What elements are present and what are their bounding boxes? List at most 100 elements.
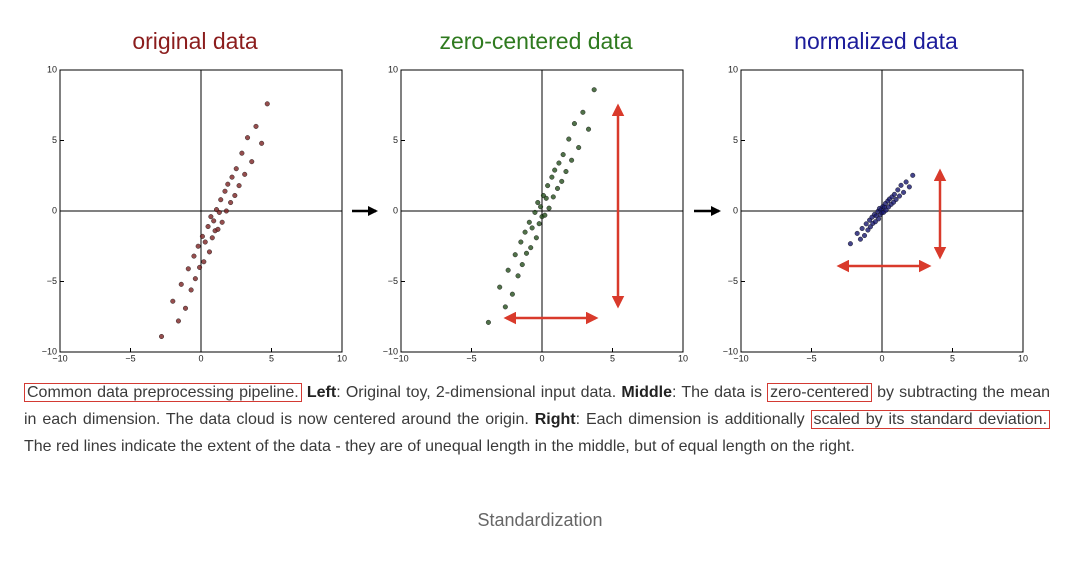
point [854,230,860,236]
point [208,214,214,220]
point [867,224,873,230]
point [580,109,586,115]
y-tick-label: −5 [728,276,738,286]
point [550,194,556,200]
x-tick-label: −10 [733,353,748,363]
text: : The data is [672,384,762,401]
point [549,174,555,180]
point [188,287,194,293]
point [542,212,548,218]
y-tick-label: 5 [52,135,57,145]
point [201,259,207,265]
point [523,250,529,256]
point [245,135,251,141]
point [876,216,882,222]
x-tick-label: −5 [466,353,476,363]
point [211,218,217,224]
point [538,204,544,210]
chart-title: normalized data [794,28,958,54]
point [228,200,234,206]
x-tick-label: 10 [337,353,347,363]
point [178,281,184,287]
point [497,284,503,290]
chart: original data −10 −5 0 5 10 −10 −5 0 5 10 [42,28,347,363]
point [233,166,239,172]
chart-title: zero-centered data [439,28,632,54]
point [199,233,205,239]
point [893,196,899,202]
point [591,87,597,93]
point [219,219,225,225]
point [872,219,878,225]
point [239,150,245,156]
point [519,262,525,268]
point [522,229,528,235]
point [901,189,907,195]
point [556,160,562,166]
point [863,221,869,227]
y-tick-label: 5 [733,135,738,145]
point [175,318,181,324]
bold-label: Right [534,411,576,428]
point [185,266,191,272]
point [571,121,577,127]
chart: zero-centered data −10 −5 0 5 10 −10 −5 0 5 10 [383,28,688,363]
point [569,157,575,163]
y-tick-label: 0 [393,205,398,215]
point [232,192,238,198]
figure-caption: Standardization [477,510,603,530]
y-tick-label: −10 [383,346,398,356]
point [182,305,188,311]
y-tick-label: −5 [47,276,57,286]
highlight: zero-centered [767,383,872,402]
highlight: Common data preprocessing pipeline. [24,383,302,402]
text: by subtracting the mean in each dimensio… [24,384,1051,428]
point [202,239,208,245]
x-tick-label: 5 [610,353,615,363]
y-tick-label: −5 [388,276,398,286]
point [242,171,248,177]
point [225,181,231,187]
y-tick-label: −10 [723,346,738,356]
point [485,319,491,325]
x-tick-label: 0 [539,353,544,363]
point [859,225,865,231]
point [528,245,534,251]
x-tick-label: −10 [393,353,408,363]
point [560,152,566,158]
highlight: scaled by its standard deviation. [810,410,1051,429]
point [545,183,551,189]
point [223,208,229,214]
point [222,188,228,194]
point [566,136,572,142]
point [865,227,871,233]
point [906,184,912,190]
point [197,264,203,270]
point [206,249,212,255]
point [170,298,176,304]
point [216,209,222,215]
point [586,126,592,132]
point [555,185,561,191]
point [533,235,539,241]
point [546,205,552,211]
point [264,101,270,107]
point [526,219,532,225]
point [552,167,558,173]
point [205,224,211,230]
point [502,304,508,310]
point [543,195,549,201]
point [192,276,198,282]
point [532,209,538,215]
y-tick-label: 10 [728,64,738,74]
point [505,267,511,273]
x-tick-label: −5 [125,353,135,363]
point [218,197,224,203]
y-tick-label: 0 [52,205,57,215]
point [209,235,215,241]
point [259,140,265,146]
x-tick-label: 10 [678,353,688,363]
point [563,169,569,175]
text: : Each dimension is additionally [575,411,805,428]
